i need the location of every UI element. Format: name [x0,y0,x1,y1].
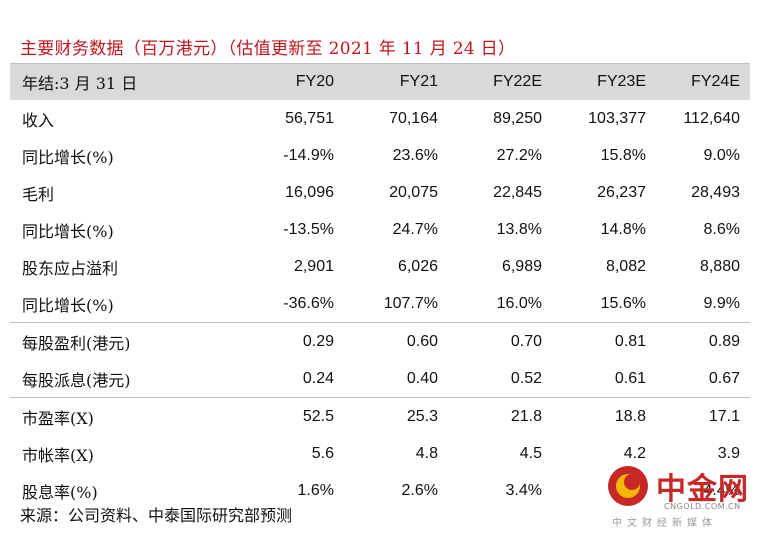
table-cell: 6,989 [501,257,542,275]
table-row: 每股派息(港元) 0.24 0.40 0.52 0.61 0.67 [10,360,750,397]
table-cell: 0.60 [406,332,438,350]
cngold-logo-icon [608,466,648,506]
table-cell: 89,250 [493,109,542,127]
table-cell: 20,075 [389,183,438,201]
table-cell: 0.40 [406,369,438,387]
table-cell: 8,880 [699,257,740,275]
header-fy20: FY20 [295,73,334,90]
table-cell: 9.0% [703,146,740,164]
table-cell: 0.70 [510,332,542,350]
watermark-name: 中金网 [656,472,749,507]
table-cell: 0.61 [614,369,646,387]
table-row: 市帐率(X) 5.6 4.8 4.5 4.2 3.9 [10,435,750,472]
table-cell: 4.8 [415,444,438,462]
header-fy21: FY21 [399,73,438,90]
table-cell: 21.8 [510,407,542,425]
table-body: 收入 56,751 70,164 89,250 103,377 112,640 同比增长(%… [10,100,750,509]
row-label: 同比增长(%) [22,295,114,315]
row-label: 毛利 [22,184,55,204]
report-title: 主要财务数据（百万港元）（估值更新至 2021 年 11 月 24 日） [20,39,516,59]
table-row: 收入 56,751 70,164 89,250 103,377 112,640 [10,100,750,137]
table-row: 同比增长(%) -14.9% 23.6% 27.2% 15.8% 9.0% [10,137,750,174]
table-cell: 0.67 [708,369,740,387]
table-row: 同比增长(%) -13.5% 24.7% 13.8% 14.8% 8.6% [10,211,750,248]
table-row: 市盈率(X) 52.5 25.3 21.8 18.8 17.1 [10,397,750,435]
table-cell: 103,377 [588,109,646,127]
table-cell: 3.4% [505,481,542,499]
table-header: 年结:3 月 31 日 FY20 FY21 FY22E FY23E FY24E [10,64,750,100]
table-cell: -14.9% [283,146,334,164]
table-cell: 0.29 [302,332,334,350]
header-year-end: 年结:3 月 31 日 [22,74,138,93]
row-label: 市帐率(X) [22,445,94,465]
table-cell: 0.24 [302,369,334,387]
table-cell: -36.6% [283,294,334,312]
table-cell: -13.5% [283,220,334,238]
financial-table: 年结:3 月 31 日 FY20 FY21 FY22E FY23E FY24E … [10,63,750,509]
table-cell: 18.8 [614,407,646,425]
table-cell: 52.5 [302,407,334,425]
row-label: 每股盈利(港元) [22,333,131,353]
header-fy22e: FY22E [493,73,542,90]
table-cell: 16,096 [285,183,334,201]
table-row: 股东应占溢利 2,901 6,026 6,989 8,082 8,880 [10,248,750,285]
table-cell: 1.6% [297,481,334,499]
source-note: 来源：公司资料、中泰国际研究部预测 [20,506,293,525]
table-cell: 23.6% [392,146,438,164]
table-cell: 107.7% [383,294,438,312]
table-cell: 17.1 [708,407,740,425]
table-cell: 25.3 [406,407,438,425]
row-label: 收入 [22,110,55,130]
table-cell: 16.0% [496,294,542,312]
table-cell: 27.2% [496,146,542,164]
table-row: 同比增长(%) -36.6% 107.7% 16.0% 15.6% 9.9% [10,285,750,322]
table-cell: 112,640 [683,109,740,127]
table-cell: 8,082 [605,257,646,275]
table-cell: 13.8% [496,220,542,238]
table-cell: 6,026 [397,257,438,275]
table-cell: 28,493 [691,183,740,201]
table-cell: 24.7% [392,220,438,238]
table-row: 每股盈利(港元) 0.29 0.60 0.70 0.81 0.89 [10,322,750,360]
table-cell: 26,237 [597,183,646,201]
table-cell: 0.52 [510,369,542,387]
table-cell: 3.9 [717,444,740,462]
table-cell: 2,901 [293,257,334,275]
table-cell: 4.4% [703,481,740,499]
row-label: 股息率(%) [22,482,98,502]
header-fy23e: FY23E [597,73,646,90]
watermark-slogan: 中文财经新媒体 [612,518,717,529]
table-cell: 2.6% [401,481,438,499]
watermark-url: CNGOLD.COM.CN [664,502,741,511]
table-cell: 70,164 [389,109,438,127]
row-label: 同比增长(%) [22,221,114,241]
row-label: 市盈率(X) [22,408,94,428]
row-label: 同比增长(%) [22,147,114,167]
table-cell: 4.5 [519,444,542,462]
table-cell: 4.2 [623,444,646,462]
table-row: 毛利 16,096 20,075 22,845 26,237 28,493 [10,174,750,211]
table-cell: 22,845 [493,183,542,201]
watermark: 中金网 CNGOLD.COM.CN 中文财经新媒体 [606,462,756,532]
table-cell: 15.8% [600,146,646,164]
header-fy24e: FY24E [691,73,740,90]
table-cell: 8.6% [703,220,740,238]
table-cell: 15.6% [600,294,646,312]
table-cell: 0.81 [614,332,646,350]
table-cell: 5.6 [311,444,334,462]
table-cell: 56,751 [285,109,334,127]
row-label: 每股派息(港元) [22,370,131,390]
table-cell: 9.9% [703,294,740,312]
row-label: 股东应占溢利 [22,258,119,278]
table-cell: 0.89 [708,332,740,350]
table-cell: 14.8% [600,220,646,238]
